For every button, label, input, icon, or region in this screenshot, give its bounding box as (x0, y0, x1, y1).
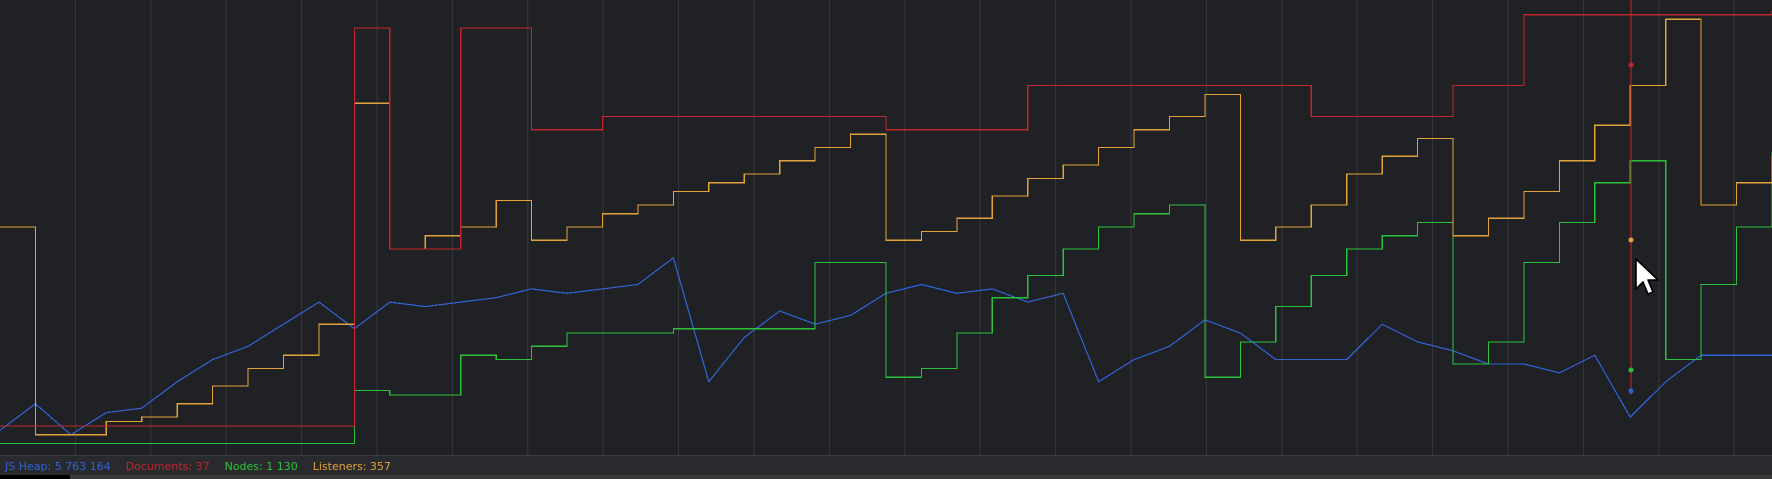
chart-grid (74, 0, 1735, 455)
series-line-documents (0, 10, 1772, 427)
marker-dot (1628, 62, 1634, 68)
overview-scrollbar[interactable] (0, 475, 1772, 479)
memory-legend: JS Heap: 5 763 164 Documents: 37 Nodes: … (0, 455, 1772, 476)
scrollbar-thumb[interactable] (0, 475, 70, 479)
series-line-nodes (0, 151, 1772, 445)
legend-nodes: Nodes: 1 130 (224, 459, 298, 473)
legend-js-heap: JS Heap: 5 763 164 (5, 459, 111, 473)
chart-series (0, 0, 1772, 445)
legend-listeners: Listeners: 357 (312, 459, 391, 473)
mouse-pointer-icon (1635, 258, 1659, 295)
memory-chart[interactable] (0, 0, 1772, 455)
marker-dot (1628, 388, 1634, 394)
series-line-listeners (0, 18, 1772, 436)
marker-dot (1628, 237, 1634, 243)
marker-dot (1628, 367, 1634, 373)
legend-documents: Documents: 37 (125, 459, 210, 473)
